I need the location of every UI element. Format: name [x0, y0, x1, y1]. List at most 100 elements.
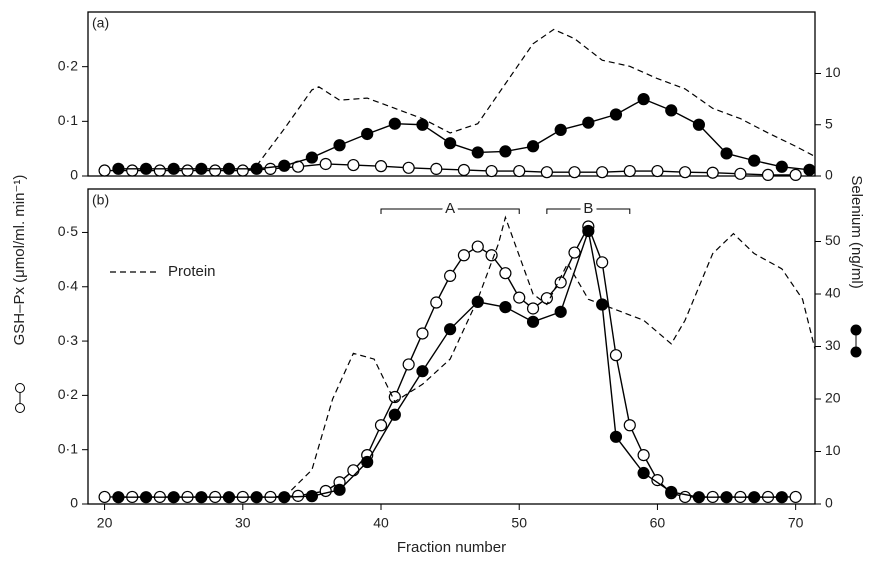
x-tick-label: 30 — [235, 515, 251, 531]
open-marker — [596, 256, 609, 269]
filled-marker — [416, 365, 429, 378]
open-marker — [761, 168, 775, 182]
filled-marker — [720, 147, 733, 160]
x-tick-label: 50 — [511, 515, 527, 531]
filled-marker — [748, 491, 761, 504]
filled-marker — [444, 137, 457, 150]
panel-label: (a) — [92, 15, 109, 31]
open-marker — [374, 419, 388, 432]
open-marker — [637, 449, 650, 462]
open-marker — [513, 291, 526, 304]
filled-marker — [388, 408, 401, 421]
open-marker — [623, 419, 636, 432]
filled-marker — [637, 93, 650, 106]
filled-marker — [665, 485, 678, 499]
open-marker — [485, 164, 498, 178]
selenium-key — [850, 324, 862, 358]
filled-marker — [554, 123, 567, 136]
y2-tick-label: 5 — [825, 115, 833, 131]
open-marker — [347, 158, 360, 172]
open-marker — [347, 464, 360, 477]
x-tick-label: 40 — [373, 515, 389, 531]
open-marker — [236, 164, 249, 177]
filled-marker — [803, 163, 816, 176]
filled-marker — [222, 162, 236, 175]
y-tick-label: 0·3 — [58, 332, 78, 348]
y-axis-label: GSH–Px (μmol/ml. min⁻¹) — [11, 175, 28, 346]
open-marker — [98, 490, 111, 504]
open-marker — [513, 164, 526, 178]
filled-marker — [582, 116, 595, 129]
open-marker — [430, 296, 443, 309]
open-marker — [264, 162, 277, 175]
open-marker — [651, 474, 664, 487]
open-marker — [554, 276, 567, 289]
filled-marker — [471, 146, 484, 159]
y2-tick-label: 40 — [825, 285, 841, 301]
x-tick-label: 60 — [650, 515, 666, 531]
open-marker — [402, 161, 415, 174]
open-marker — [181, 164, 194, 177]
open-marker — [457, 163, 471, 177]
open-marker — [416, 327, 429, 340]
filled-marker — [361, 455, 374, 469]
y2-tick-label: 0 — [825, 167, 833, 183]
y2-tick-label: 20 — [825, 390, 841, 406]
open-marker — [126, 164, 139, 177]
filled-marker — [139, 162, 153, 175]
bracket — [546, 208, 631, 214]
y-tick-label: 0·2 — [58, 57, 78, 73]
legend-label: Protein — [168, 263, 216, 280]
filled-marker — [333, 483, 346, 496]
filled-marker — [748, 154, 761, 167]
open-marker — [540, 166, 553, 179]
y2-tick-label: 10 — [825, 64, 841, 80]
open-marker — [789, 490, 802, 504]
open-marker — [457, 249, 471, 262]
y2-tick-label: 30 — [825, 337, 841, 353]
open-marker — [153, 164, 166, 177]
gsh-key — [15, 383, 25, 413]
filled-marker — [278, 159, 291, 172]
open-marker — [471, 240, 484, 253]
y-tick-label: 0 — [70, 495, 78, 511]
open-marker — [651, 164, 664, 178]
open-marker — [319, 157, 332, 171]
open-marker — [430, 162, 443, 175]
x-tick-label: 20 — [97, 515, 113, 531]
bracket — [380, 208, 520, 214]
filled-marker — [499, 145, 512, 158]
open-marker — [734, 167, 747, 180]
open-marker — [678, 166, 692, 179]
filled-marker — [250, 491, 263, 504]
filled-marker — [444, 323, 457, 336]
filled-marker — [333, 139, 346, 152]
filled-marker — [637, 466, 650, 480]
open-marker — [596, 166, 609, 179]
panel-label: (b) — [92, 192, 109, 208]
y-tick-label: 0·4 — [58, 277, 78, 293]
open-marker — [623, 164, 636, 178]
filled-marker — [554, 305, 567, 318]
filled-marker — [471, 295, 484, 308]
filled-marker — [167, 491, 180, 504]
filled-marker — [305, 490, 319, 503]
protein-line — [256, 28, 816, 167]
open-marker — [609, 349, 623, 362]
filled-marker — [526, 140, 540, 153]
plot-frame — [87, 188, 816, 505]
open-marker — [319, 484, 332, 498]
filled-marker — [582, 224, 595, 238]
filled-marker — [720, 491, 733, 504]
open-marker — [209, 164, 222, 177]
open-marker — [98, 164, 111, 177]
plot-frame — [87, 11, 816, 177]
x-tick-label: 70 — [788, 515, 804, 531]
y-tick-label: 0 — [70, 167, 78, 183]
y2-tick-label: 50 — [825, 232, 841, 248]
y-tick-label: 0·5 — [58, 223, 78, 239]
y-tick-label: 0·1 — [58, 112, 78, 128]
filled-marker — [305, 151, 319, 164]
open-marker — [789, 168, 802, 182]
